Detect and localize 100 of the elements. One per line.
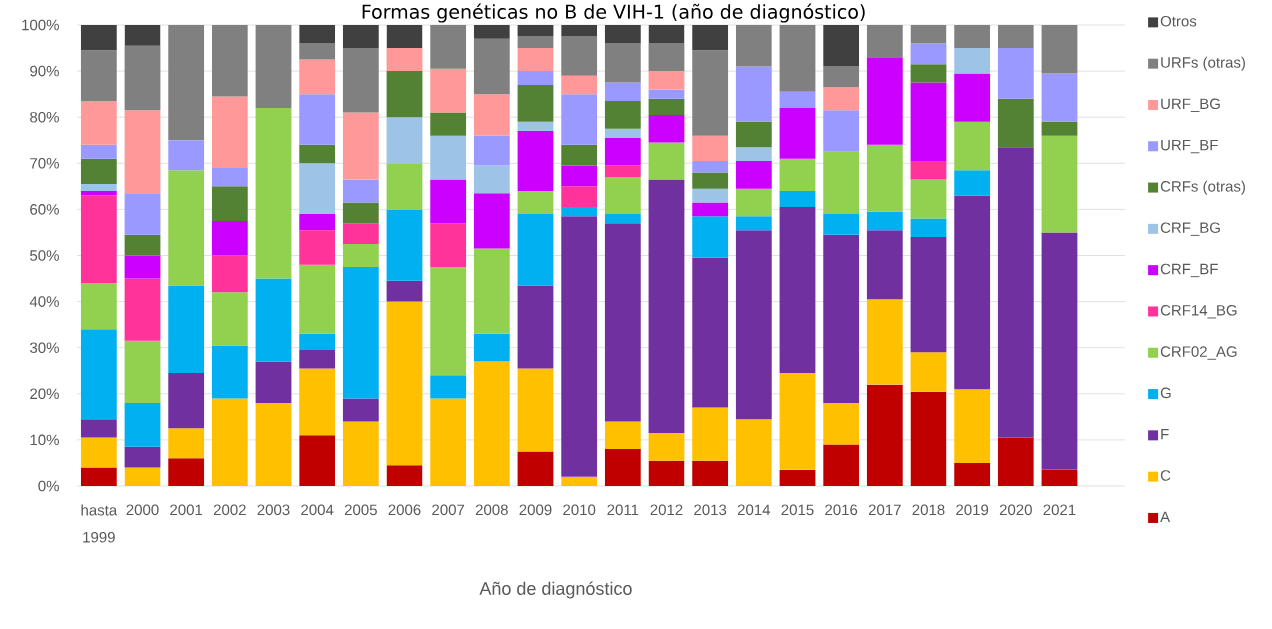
bar [80, 467, 117, 486]
bar [255, 24, 292, 108]
bar [954, 73, 991, 122]
bar [255, 403, 292, 486]
bar [517, 121, 554, 132]
bar [386, 301, 423, 466]
bar [124, 278, 161, 341]
legend-label: CRF14_BG [1160, 304, 1237, 319]
y-tick-label: 50% [30, 250, 59, 261]
bar [735, 66, 772, 122]
bar [386, 465, 423, 486]
bar [648, 24, 685, 44]
x-tick-label: hasta 1999 [81, 504, 118, 543]
bar [517, 48, 554, 72]
bar [430, 179, 467, 224]
bar [255, 361, 292, 404]
x-tick-label: 2010 [563, 504, 596, 516]
bar [823, 403, 860, 445]
bar [866, 57, 903, 145]
bar [735, 419, 772, 486]
bar [342, 202, 379, 224]
bar [80, 419, 117, 438]
bar [779, 207, 816, 374]
bar [779, 107, 816, 159]
bar [604, 214, 641, 224]
bar [386, 48, 423, 72]
bar [124, 340, 161, 404]
bar [517, 84, 554, 122]
bar [561, 94, 598, 145]
bar [430, 267, 467, 376]
bar [823, 444, 860, 486]
bar [561, 476, 598, 486]
y-tick-label: 10% [30, 434, 59, 446]
bar [124, 403, 161, 447]
x-tick-label: 2003 [257, 504, 290, 516]
bar [561, 186, 598, 208]
x-tick-label: 2014 [737, 504, 771, 516]
legend-label: URFs (otras) [1161, 56, 1245, 71]
bar [910, 24, 947, 44]
bar [823, 234, 860, 404]
bar [997, 48, 1034, 99]
bar [342, 24, 379, 49]
bar [604, 165, 641, 178]
bar [299, 163, 336, 214]
bar [604, 101, 641, 129]
bar [735, 188, 772, 217]
bar [517, 214, 554, 286]
bar [386, 117, 423, 164]
bar [342, 421, 379, 486]
bar [80, 184, 117, 191]
bar [823, 24, 860, 67]
bar [823, 110, 860, 152]
y-tick-label: 60% [30, 204, 59, 215]
bar [866, 230, 903, 300]
bar [517, 24, 554, 37]
bar [910, 43, 947, 65]
bar [386, 24, 423, 49]
bar [124, 446, 161, 468]
bar [517, 190, 554, 214]
bar [124, 467, 161, 486]
bar [866, 24, 903, 58]
bar [692, 172, 729, 189]
bar [80, 437, 117, 468]
bar [604, 421, 641, 450]
bar [211, 345, 248, 399]
bar [168, 170, 205, 286]
bar [211, 186, 248, 221]
y-tick-label: 30% [30, 342, 59, 353]
chart-title: Formas genéticas no B de VIH-1 (año de diagnóstico) [362, 3, 865, 23]
bar [1041, 73, 1078, 122]
bar [430, 375, 467, 399]
x-tick-label: 2001 [170, 504, 203, 516]
bar [299, 24, 336, 44]
legend-label: CRF02_AG [1160, 346, 1237, 360]
bar [168, 24, 205, 141]
bar [299, 94, 336, 145]
bar [561, 36, 598, 76]
bar [386, 209, 423, 281]
bar [561, 24, 598, 37]
bar [692, 50, 729, 136]
bar [473, 94, 510, 136]
bar [954, 170, 991, 196]
bar [299, 368, 336, 436]
bar [517, 131, 554, 191]
bar [910, 64, 947, 83]
bar [910, 352, 947, 392]
bar [954, 389, 991, 463]
bar [823, 214, 860, 235]
bar [124, 255, 161, 279]
bar [604, 223, 641, 422]
legend-label: G [1160, 387, 1171, 399]
bar [299, 43, 336, 60]
bar [648, 43, 685, 72]
bar [299, 230, 336, 265]
bar [735, 230, 772, 420]
bar [1041, 469, 1078, 486]
bar [211, 255, 248, 293]
bar [604, 43, 641, 83]
bar [779, 190, 816, 208]
bar [168, 285, 205, 374]
